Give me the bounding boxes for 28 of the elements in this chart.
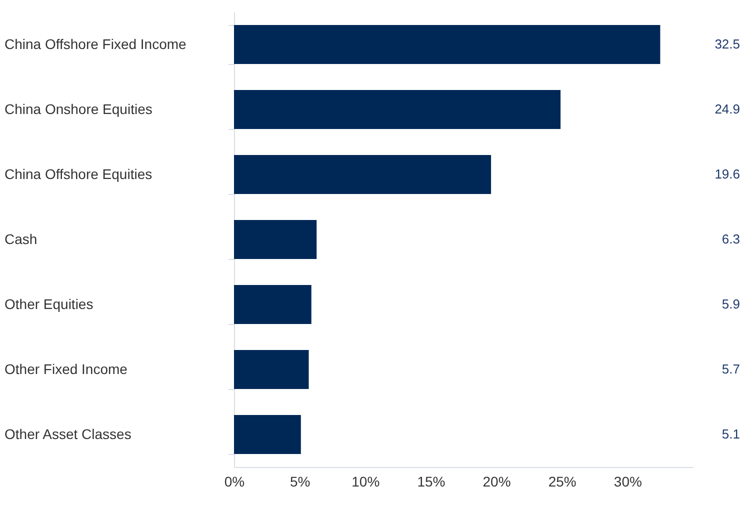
bar bbox=[234, 155, 492, 194]
bar bbox=[234, 415, 301, 454]
bar bbox=[234, 285, 312, 324]
y-tick-label: Other Asset Classes bbox=[4, 426, 132, 442]
y-tick-label: Cash bbox=[4, 231, 38, 247]
y-tick-label: Other Fixed Income bbox=[4, 361, 128, 377]
y-tick-label: China Onshore Equities bbox=[4, 101, 152, 117]
data-label: 19.6 bbox=[714, 166, 740, 182]
data-label: 5.7 bbox=[722, 362, 740, 376]
x-tick-label: 5% bbox=[290, 474, 310, 490]
data-label: 5.9 bbox=[722, 296, 740, 312]
y-tick-label: China Offshore Fixed Income bbox=[4, 36, 187, 52]
data-label: 5.1 bbox=[722, 426, 740, 442]
data-label: 32.5 bbox=[714, 36, 740, 52]
bar bbox=[234, 25, 660, 64]
x-tick-label: 15% bbox=[417, 474, 446, 490]
bar bbox=[234, 350, 309, 389]
data-label: 6.3 bbox=[722, 232, 740, 246]
y-tick-label: Other Equities bbox=[4, 296, 94, 312]
x-tick-label: 20% bbox=[482, 474, 511, 490]
bar bbox=[234, 220, 317, 259]
data-label: 24.9 bbox=[714, 102, 740, 116]
y-tick-label: China Offshore Equities bbox=[4, 166, 152, 182]
x-tick-label: 25% bbox=[548, 474, 576, 490]
x-tick-label: 0% bbox=[224, 474, 245, 490]
x-tick-label: 10% bbox=[352, 474, 380, 490]
x-tick-label: 30% bbox=[614, 474, 642, 490]
bar bbox=[234, 90, 561, 129]
